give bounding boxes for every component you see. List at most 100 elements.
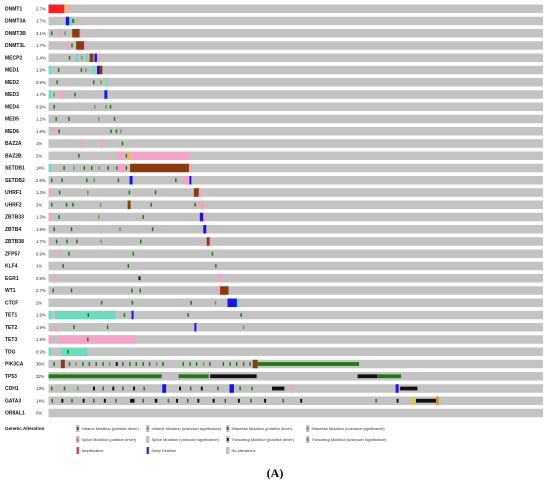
gene-track (48, 384, 543, 393)
alteration-mark (52, 127, 55, 136)
legend-swatch (146, 438, 149, 441)
gene-track (48, 90, 543, 99)
gene-row-uhrf2: UHRF2 3% (5, 200, 543, 209)
gene-track (48, 249, 543, 258)
alteration-frequency: 1.7% (36, 43, 46, 48)
alteration-frequency: 14% (36, 166, 45, 171)
alteration-mark (211, 251, 214, 256)
gene-row-tet1: TET1 1.9% (5, 310, 543, 320)
alteration-mark (70, 227, 73, 232)
alteration-mark (396, 398, 399, 403)
alteration-mark (60, 359, 65, 369)
alteration-mark (93, 178, 95, 183)
gene-track (48, 323, 543, 332)
gene-row-egr1: EGR1 0.9% (5, 274, 543, 283)
alteration-mark (117, 151, 126, 160)
gene-track (48, 176, 543, 185)
gene-label: TET2 (5, 325, 17, 331)
alteration-mark (190, 300, 192, 305)
gene-label: UHRF2 (5, 202, 22, 208)
gene-track (48, 16, 543, 26)
legend-swatch (146, 427, 149, 430)
gene-label: TP53 (5, 374, 17, 380)
alteration-mark (89, 53, 94, 62)
alteration-mark (272, 386, 285, 391)
gene-row-med3: MED3 1.7% (5, 90, 543, 99)
legend-item: Missense Mutation (unknown significance) (306, 425, 385, 432)
legend: Genetic Alteration Inframe Mutation (puta… (5, 425, 387, 454)
alteration-mark (96, 65, 100, 75)
alteration-mark (53, 362, 55, 366)
alteration-mark (257, 362, 360, 366)
alteration-mark (63, 386, 66, 391)
gene-label: KLF4 (5, 264, 18, 270)
gene-label: PIK3CA (5, 362, 24, 368)
gene-label: ZFP57 (5, 251, 20, 257)
gene-label: DNMT3A (5, 19, 26, 25)
alteration-mark (82, 362, 84, 366)
alteration-frequency: 1% (36, 141, 42, 146)
alteration-mark (68, 251, 70, 256)
alteration-mark (70, 288, 73, 293)
alteration-mark (92, 65, 95, 75)
gene-track (48, 261, 543, 271)
legend-swatch (226, 438, 229, 441)
gene-label: TDG (5, 349, 16, 355)
gene-row-baz2a: BAZ2A 1% (5, 139, 543, 148)
alteration-mark (65, 16, 70, 26)
gene-label: MED1 (5, 68, 19, 74)
gene-track (48, 114, 543, 124)
alteration-mark (58, 215, 60, 219)
alteration-mark (48, 188, 51, 197)
alteration-mark (215, 264, 217, 268)
alteration-mark (100, 139, 103, 148)
alteration-mark (130, 163, 189, 173)
gene-row-setdb1: SETDB1 14% (5, 163, 543, 173)
alteration-mark (142, 362, 144, 366)
alteration-mark (199, 212, 204, 222)
gene-row-cdh1: CDH1 13% (5, 384, 543, 393)
legend-label: Splice Mutation (unknown significance) (152, 437, 220, 442)
alteration-mark (102, 386, 104, 391)
gene-track (48, 4, 543, 13)
alteration-mark (105, 104, 107, 109)
alteration-mark (60, 90, 63, 99)
gene-label: DNMT3L (5, 43, 25, 49)
alteration-mark (193, 188, 199, 197)
gene-track (48, 127, 543, 136)
alteration-mark (235, 362, 238, 366)
gene-row-ctcf: CTCF 2% (5, 298, 543, 307)
gene-track (48, 65, 543, 75)
alteration-mark (74, 92, 76, 97)
alteration-mark (97, 215, 100, 219)
alteration-mark (75, 53, 79, 62)
alteration-frequency: 1.9% (36, 68, 46, 73)
alteration-mark (98, 166, 100, 170)
legend-label: Truncating Mutation (unknown significanc… (312, 437, 388, 442)
alteration-mark (61, 178, 63, 183)
alteration-mark (131, 288, 133, 293)
alteration-mark (242, 362, 245, 366)
alteration-mark (217, 386, 219, 391)
alteration-mark (85, 53, 89, 62)
alteration-frequency: 2.7% (36, 6, 46, 11)
alteration-mark (50, 178, 53, 183)
alteration-mark (130, 151, 189, 160)
alteration-frequency: 1.6% (36, 129, 46, 134)
alteration-mark (76, 239, 78, 244)
alteration-mark (99, 65, 103, 75)
alteration-mark (48, 4, 65, 13)
alteration-mark (61, 398, 64, 403)
gene-label: SETDB2 (5, 178, 25, 184)
alteration-mark (102, 362, 104, 366)
gene-track (48, 151, 543, 160)
alteration-mark (217, 274, 223, 283)
alteration-mark (91, 166, 93, 170)
alteration-frequency: 1.2% (36, 117, 46, 122)
alteration-mark (115, 362, 118, 366)
legend-swatch (76, 447, 79, 454)
alteration-mark (125, 166, 128, 170)
gene-track (48, 396, 543, 405)
gene-label: GATA3 (5, 398, 21, 404)
legend-label: Truncating Mutation (putative driver) (232, 437, 295, 442)
